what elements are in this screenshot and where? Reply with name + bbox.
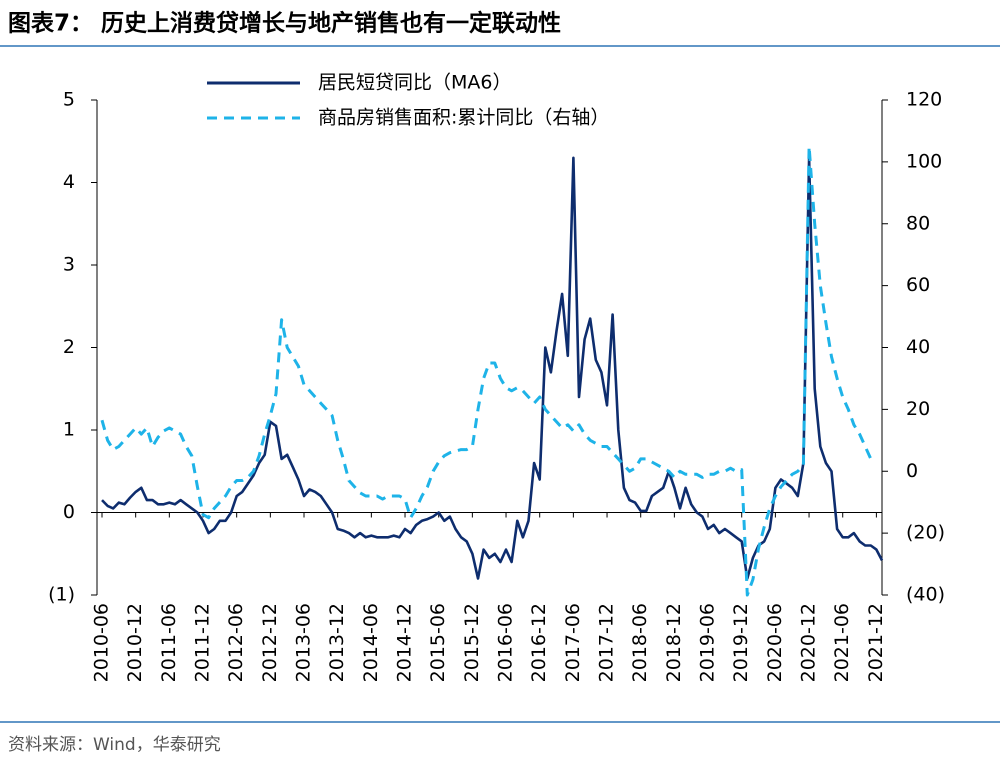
x-tick-label: 2013-12 <box>326 603 348 682</box>
y2-tick-label: 120 <box>906 89 942 111</box>
x-tick-label: 2013-06 <box>293 603 315 682</box>
x-tick-label: 2010-06 <box>91 603 113 682</box>
y2-tick-label: 80 <box>906 212 930 234</box>
x-tick-label: 2019-06 <box>697 603 719 682</box>
y2-tick-label: 40 <box>906 336 930 358</box>
y-tick-label: 2 <box>63 336 75 358</box>
x-tick-label: 2015-06 <box>427 603 449 682</box>
y-tick-label: 0 <box>63 501 75 523</box>
y2-tick-label: 20 <box>906 398 930 420</box>
x-tick-label: 2014-12 <box>394 603 416 682</box>
x-tick-label: 2020-06 <box>764 603 786 682</box>
y2-tick-label: 60 <box>906 274 930 296</box>
x-tick-label: 2012-12 <box>259 603 281 682</box>
legend-label: 居民短贷同比（MA6） <box>318 72 511 94</box>
y-tick-label: 4 <box>63 171 75 193</box>
x-tick-label: 2016-06 <box>495 603 517 682</box>
x-tick-label: 2018-06 <box>629 603 651 682</box>
y-tick-label: 1 <box>63 419 75 441</box>
x-tick-label: 2014-06 <box>360 603 382 682</box>
y-tick-label: (1) <box>48 584 75 606</box>
series-line <box>101 156 884 580</box>
x-tick-label: 2011-12 <box>192 603 214 682</box>
x-tick-label: 2020-12 <box>798 603 820 682</box>
x-tick-label: 2017-12 <box>596 603 618 682</box>
y2-tick-label: (20) <box>906 522 945 544</box>
x-tick-label: 2021-06 <box>831 603 853 682</box>
x-tick-label: 2011-06 <box>158 603 180 682</box>
x-tick-label: 2015-12 <box>461 603 483 682</box>
x-tick-label: 2021-12 <box>865 603 887 682</box>
x-tick-label: 2016-12 <box>528 603 550 682</box>
x-tick-label: 2010-12 <box>124 603 146 682</box>
y-tick-label: 5 <box>63 89 75 111</box>
y2-tick-label: 100 <box>906 150 942 172</box>
chart-title: 图表7： 历史上消费贷增长与地产销售也有一定联动性 <box>8 10 561 37</box>
x-tick-label: 2018-12 <box>663 603 685 682</box>
x-tick-label: 2012-06 <box>225 603 247 682</box>
x-tick-label: 2019-12 <box>730 603 752 682</box>
x-tick-label: 2017-06 <box>562 603 584 682</box>
legend-label: 商品房销售面积:累计同比（右轴） <box>318 107 609 129</box>
y2-tick-label: (40) <box>906 584 945 606</box>
source: 资料来源：Wind，华泰研究 <box>8 735 221 755</box>
y2-tick-label: 0 <box>906 460 918 482</box>
y-tick-label: 3 <box>63 254 75 276</box>
series-line <box>100 144 873 597</box>
